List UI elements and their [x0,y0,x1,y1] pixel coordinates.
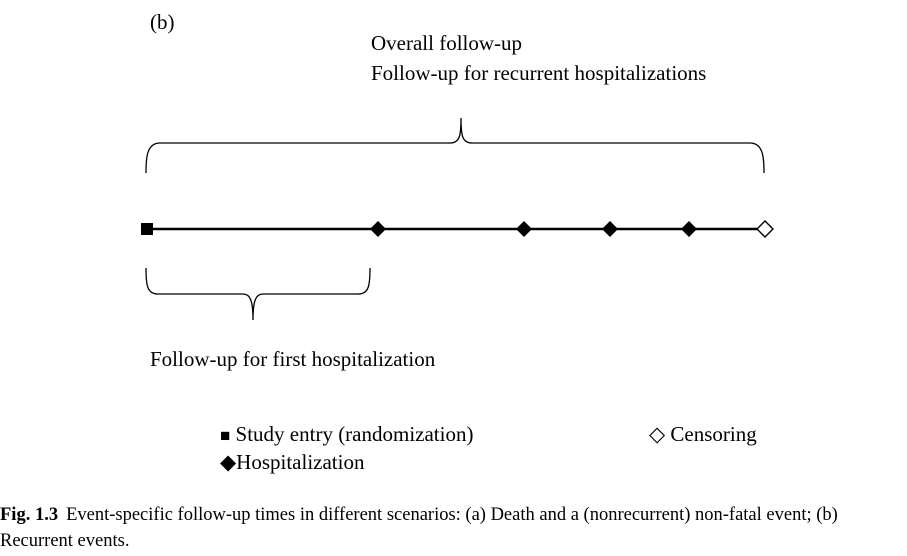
legend-study-entry: ■ Study entry (randomization) [220,424,473,445]
study-entry-marker [141,223,153,235]
caption-text: Event-specific follow-up times in differ… [0,505,838,551]
figure-number: Fig. 1.3 [0,505,59,525]
figure-caption: Fig. 1.3 Event-specific follow-up times i… [0,502,907,554]
legend-censoring-label: Censoring [670,422,757,446]
legend-censoring: ◇ Censoring [649,424,757,445]
hospitalization-marker [370,221,386,237]
filled-square-icon: ■ [220,426,231,445]
first-followup-label: Follow-up for first hospitalization [150,347,436,371]
hospitalization-marker [602,221,618,237]
legend-hospitalization-label: Hospitalization [236,450,365,474]
timeline-diagram [141,117,774,321]
open-diamond-icon: ◇ [649,422,666,446]
timeline-events [141,220,774,238]
censoring-marker [756,220,774,238]
legend-hospitalization: ◆Hospitalization [220,452,364,473]
first-hospitalization-bracket [145,267,371,321]
panel-label: (b) [150,10,175,34]
overall-followup-label: Overall follow-up [371,31,523,55]
overall-followup-bracket [145,117,765,174]
hospitalization-marker [516,221,532,237]
filled-diamond-icon: ◆ [220,450,237,474]
legend-study-entry-label: Study entry (randomization) [235,422,474,446]
recurrent-followup-label: Follow-up for recurrent hospitalizations [371,61,707,85]
hospitalization-marker [681,221,697,237]
